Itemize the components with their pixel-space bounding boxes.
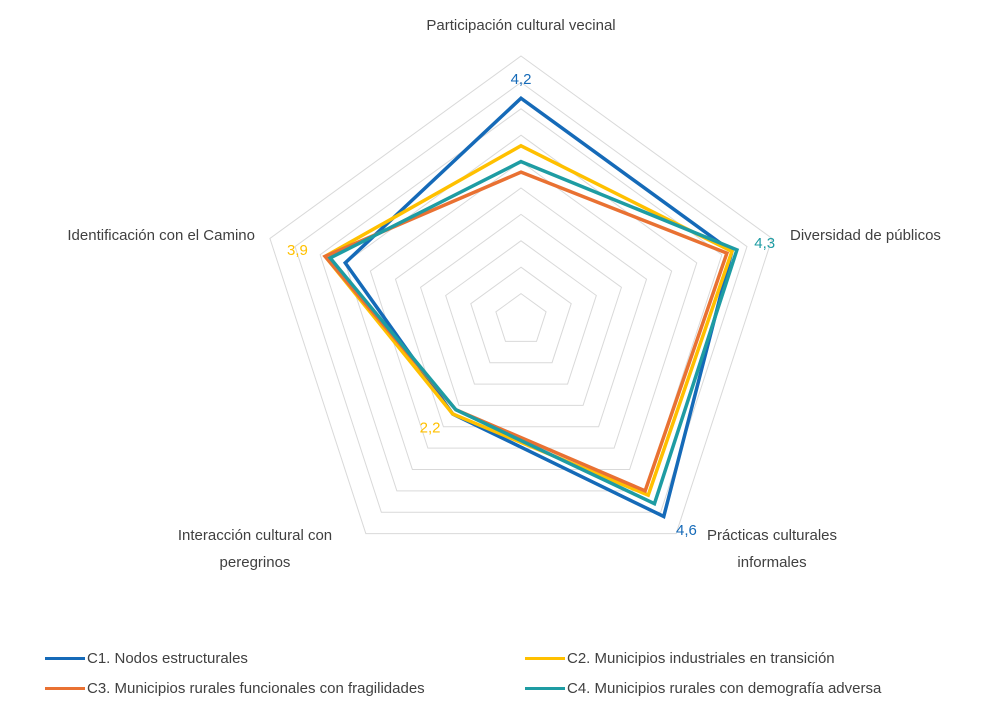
legend-item: C1. Nodos estructurales bbox=[45, 650, 248, 667]
grid-ring bbox=[419, 213, 623, 406]
grid-ring bbox=[445, 240, 597, 385]
axis-label: Identificación con el Camino bbox=[67, 227, 255, 244]
grid-ring bbox=[495, 292, 547, 342]
axis-label: Diversidad de públicos bbox=[790, 227, 941, 244]
grid-ring bbox=[394, 187, 648, 428]
grid-ring bbox=[344, 134, 698, 471]
data-label: 4,6 bbox=[676, 522, 697, 539]
series-line bbox=[327, 159, 740, 507]
grid-ring bbox=[319, 108, 723, 492]
legend-swatch bbox=[45, 687, 85, 690]
legend-label: C4. Municipios rurales con demografía ad… bbox=[567, 680, 882, 697]
axis-label: Participación cultural vecinal bbox=[426, 17, 616, 34]
grid-ring bbox=[294, 81, 748, 513]
data-label: 4,2 bbox=[511, 71, 532, 88]
legend-label: C2. Municipios industriales en transició… bbox=[567, 650, 835, 667]
data-label: 2,2 bbox=[420, 420, 441, 437]
series-line bbox=[342, 95, 734, 520]
legend-label: C3. Municipios rurales funcionales con f… bbox=[87, 680, 425, 697]
legend-swatch bbox=[525, 687, 565, 690]
legend-item: C3. Municipios rurales funcionales con f… bbox=[45, 680, 425, 697]
data-label: 4,3 bbox=[754, 235, 775, 252]
axis-label: Interacción cultural con peregrinos bbox=[177, 527, 333, 571]
grid-ring bbox=[470, 266, 572, 364]
grid-ring bbox=[269, 55, 773, 535]
legend-item: C2. Municipios industriales en transició… bbox=[525, 650, 835, 667]
axis-label: Prácticas culturales informales bbox=[706, 527, 838, 571]
legend-label: C1. Nodos estructurales bbox=[87, 650, 248, 667]
legend-swatch bbox=[45, 657, 85, 660]
data-label: 3,9 bbox=[287, 242, 308, 259]
legend-swatch bbox=[525, 657, 565, 660]
legend-item: C4. Municipios rurales con demografía ad… bbox=[525, 680, 881, 697]
